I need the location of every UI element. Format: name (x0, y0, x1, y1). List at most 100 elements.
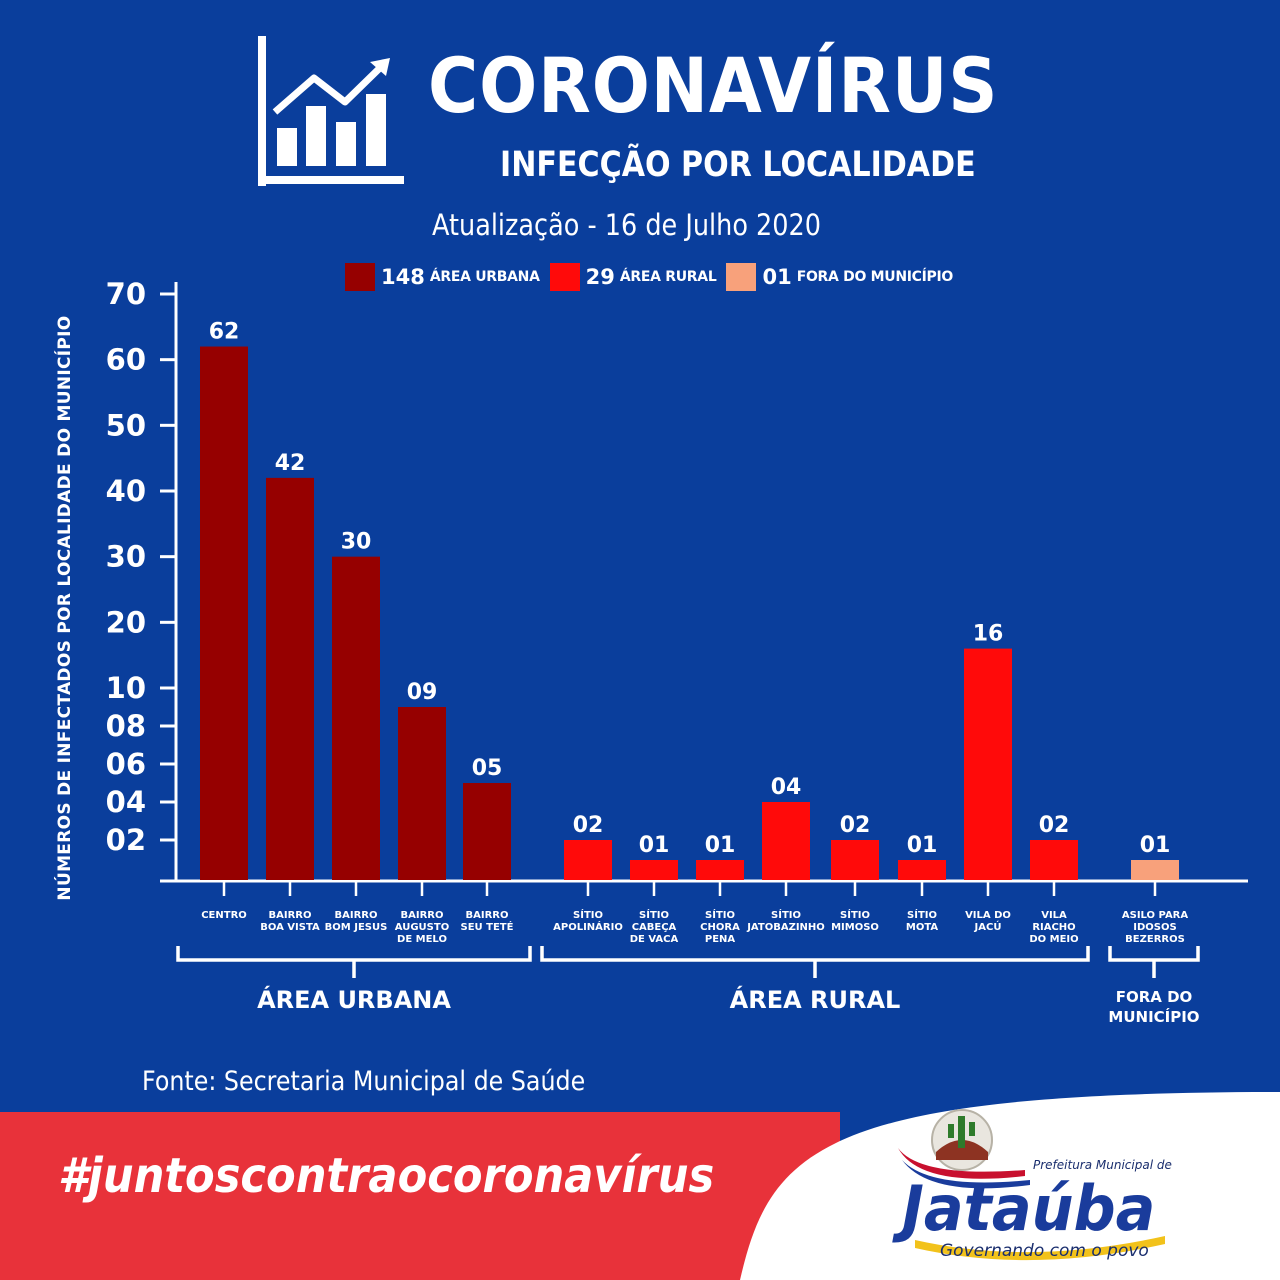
bar-value-label: 09 (407, 680, 438, 705)
bar (564, 840, 612, 880)
group-bracket (176, 946, 532, 978)
legend-swatch-rural (549, 263, 580, 291)
bar-value-label: 01 (705, 833, 736, 858)
y-tick-label: 20 (106, 605, 146, 639)
chart-legend: 148 ÁREA URBANA 29 ÁREA RURAL 01 FORA DO… (345, 262, 963, 292)
x-tick-label: IDOSOS (1133, 922, 1176, 933)
bar (1131, 860, 1179, 880)
bar (630, 860, 678, 880)
bar (898, 860, 946, 880)
legend-label-fora: FORA DO MUNICÍPIO (796, 269, 954, 285)
bar-value-label: 05 (472, 756, 503, 781)
y-tick-label: 10 (106, 671, 146, 705)
legend-label-urbana: ÁREA URBANA (429, 269, 540, 285)
hashtag: #juntoscontraocoronavírus (58, 1148, 715, 1204)
group-label: ÁREA RURAL (730, 985, 901, 1014)
y-tick-label: 06 (106, 747, 146, 781)
legend-value-urbana: 148 (381, 265, 425, 289)
x-tick-label: DE VACA (630, 934, 679, 945)
x-tick-label: DO MEIO (1029, 934, 1078, 945)
x-tick-label: MOTA (906, 922, 938, 933)
x-tick-label: CENTRO (201, 910, 247, 921)
bar-value-label: 01 (1140, 833, 1171, 858)
legend-value-fora: 01 (762, 265, 792, 289)
legend-label-rural: ÁREA RURAL (619, 269, 717, 285)
x-tick-label: BAIRRO (466, 910, 509, 921)
x-tick-label: JATOBAZINHO (746, 922, 825, 933)
x-tick-label: BAIRRO (401, 910, 444, 921)
cactus-emblem-icon (898, 1109, 1165, 1261)
footer-banner (0, 1112, 840, 1280)
group-bracket (1108, 946, 1200, 978)
x-tick-label: BEZERROS (1125, 934, 1185, 945)
legend-item-urbana: 148 ÁREA URBANA (345, 263, 540, 291)
group-label: MUNICÍPIO (1108, 1007, 1199, 1026)
page-subtitle: INFECÇÃO POR LOCALIDADE (500, 145, 976, 185)
bar-value-label: 01 (907, 833, 938, 858)
x-tick-label: AUGUSTO (395, 922, 449, 933)
x-tick-label: BAIRRO (335, 910, 378, 921)
x-tick-label: PENA (705, 934, 736, 945)
x-tick-label: SÍTIO (771, 908, 801, 921)
bar (1030, 840, 1078, 880)
logo-subtitle: Prefeitura Municipal de (1033, 1158, 1172, 1172)
legend-swatch-urbana (345, 263, 375, 291)
bar-value-label: 02 (840, 813, 871, 838)
group-label: ÁREA URBANA (257, 985, 451, 1014)
x-tick-label: SÍTIO (840, 908, 870, 921)
group-label: FORA DO (1116, 988, 1193, 1006)
bar-value-label: 04 (771, 775, 802, 800)
x-tick-label: BOA VISTA (260, 922, 320, 933)
x-tick-label: JACÚ (974, 920, 1002, 933)
y-tick-label: 40 (106, 474, 146, 508)
x-tick-label: DE MELO (397, 934, 447, 945)
x-tick-label: SÍTIO (907, 908, 937, 921)
chart-growth-icon (258, 36, 404, 186)
group-bracket (540, 946, 1090, 978)
y-tick-label: 60 (106, 343, 146, 377)
y-tick-label: 30 (106, 540, 146, 574)
logo-slogan: Governando com o povo (940, 1241, 1149, 1261)
x-tick-label: CHORA (700, 922, 740, 933)
y-tick-label: 70 (106, 277, 146, 311)
bar (332, 556, 380, 880)
legend-value-rural: 29 (585, 265, 615, 289)
bar-value-label: 01 (639, 833, 670, 858)
page-title: CORONAVÍRUS (428, 41, 999, 130)
bar-value-label: 02 (1039, 813, 1070, 838)
bar (964, 648, 1012, 880)
x-tick-label: SEU TETÉ (461, 920, 514, 933)
x-tick-label: APOLINÁRIO (553, 920, 623, 933)
bar (762, 802, 810, 880)
bar (696, 860, 744, 880)
bar-chart: 02 04 06 08 10 20 30 40 50 60 70 NÚMEROS DE INFECTA… (53, 277, 1248, 1026)
bar-value-label: 62 (209, 320, 240, 345)
bar-value-label: 02 (573, 813, 604, 838)
bar (398, 707, 446, 880)
x-tick-label: VILA DO (965, 910, 1011, 921)
bar-value-label: 42 (275, 451, 306, 476)
x-tick-label: ASILO PARA (1122, 910, 1189, 921)
x-tick-label: BAIRRO (269, 910, 312, 921)
legend-item-fora: 01 FORA DO MUNICÍPIO (726, 263, 953, 291)
y-tick-label: 02 (106, 823, 146, 857)
bar (831, 840, 879, 880)
y-tick-label: 04 (106, 785, 146, 819)
x-tick-label: SÍTIO (573, 908, 603, 921)
y-tick-label: 08 (106, 709, 146, 743)
x-tick-label: CABEÇA (632, 922, 677, 933)
y-axis-label: NÚMEROS DE INFECTADOS POR LOCALIDADE DO … (53, 315, 75, 900)
x-tick-label: BOM JESUS (325, 922, 388, 933)
bar (463, 783, 511, 880)
bar (200, 346, 248, 880)
logo-name: Jataúba (902, 1172, 1156, 1245)
update-date: Atualização - 16 de Julho 2020 (432, 208, 822, 242)
bar-value-label: 16 (973, 622, 1004, 647)
bar (266, 477, 314, 880)
x-tick-label: SÍTIO (639, 908, 669, 921)
bar-value-label: 30 (341, 530, 372, 555)
legend-swatch-fora (726, 263, 757, 291)
source-note: Fonte: Secretaria Municipal de Saúde (142, 1066, 586, 1097)
x-tick-label: RIACHO (1032, 922, 1075, 933)
